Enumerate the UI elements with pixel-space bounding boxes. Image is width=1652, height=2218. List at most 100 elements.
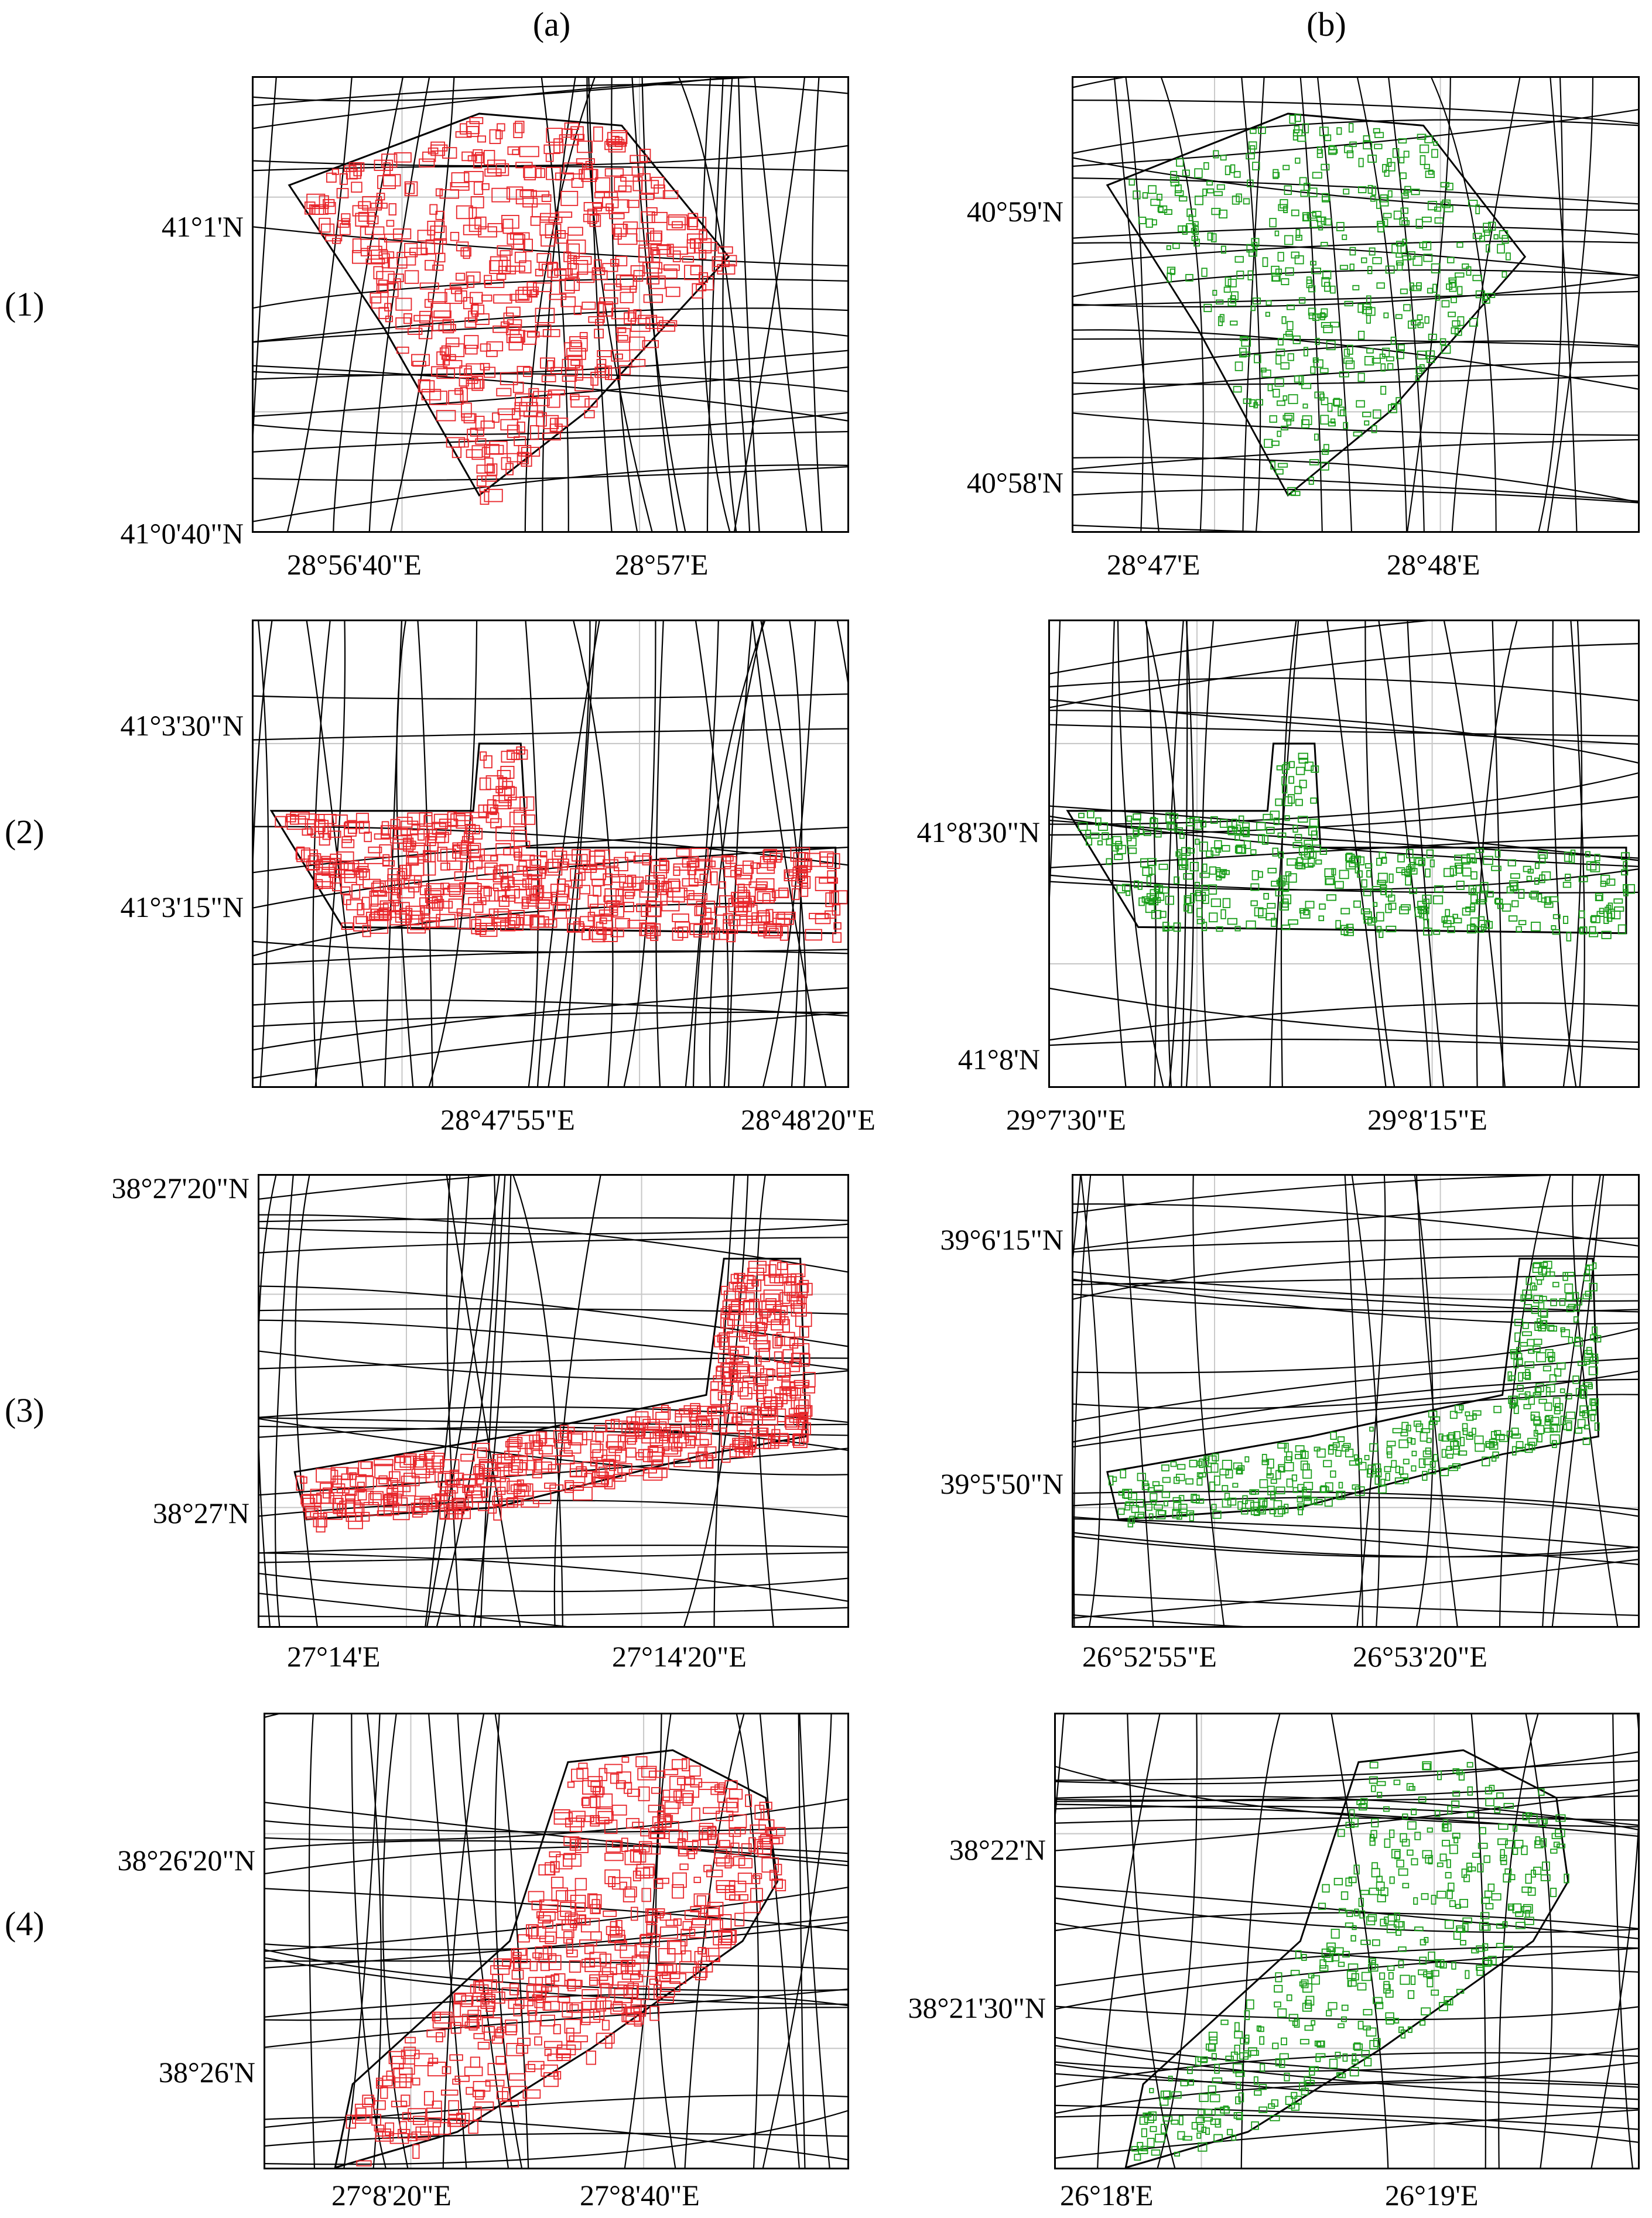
building xyxy=(560,296,576,307)
building xyxy=(1209,866,1217,875)
building xyxy=(1427,1978,1434,1988)
building xyxy=(411,2131,431,2139)
road xyxy=(1050,621,1061,898)
road xyxy=(259,1425,847,1436)
building xyxy=(478,1461,498,1477)
building xyxy=(450,2022,461,2034)
building xyxy=(1439,338,1446,345)
building xyxy=(1346,1909,1353,1917)
building xyxy=(689,923,706,935)
building xyxy=(1154,1485,1164,1491)
building xyxy=(1411,285,1422,292)
road xyxy=(1073,100,1638,125)
road xyxy=(759,1714,800,2168)
building xyxy=(468,855,483,870)
building xyxy=(1315,2056,1321,2062)
road xyxy=(1073,1497,1638,1517)
building xyxy=(1340,1891,1349,1900)
road xyxy=(265,2133,847,2147)
building xyxy=(584,410,595,419)
building xyxy=(642,340,659,348)
building xyxy=(507,879,527,891)
building xyxy=(1371,357,1381,364)
lon-label: 27°8'40"E xyxy=(580,2179,700,2212)
building xyxy=(604,1476,615,1490)
building xyxy=(1308,477,1314,485)
building xyxy=(1538,1819,1547,1827)
building xyxy=(389,828,408,844)
building xyxy=(1182,169,1190,177)
building xyxy=(1284,1504,1289,1514)
building xyxy=(378,251,395,259)
road xyxy=(1562,621,1583,1086)
building xyxy=(1527,868,1534,874)
building xyxy=(495,163,509,176)
building xyxy=(1433,895,1444,905)
lat-label: 39°6'15"N xyxy=(940,1223,1063,1256)
building xyxy=(541,1455,556,1470)
building xyxy=(375,200,383,208)
building xyxy=(1537,1279,1542,1285)
building xyxy=(1402,1882,1410,1888)
building xyxy=(1387,1965,1395,1971)
building xyxy=(498,776,508,790)
building xyxy=(1353,431,1363,437)
building xyxy=(553,2024,561,2035)
building xyxy=(1195,838,1200,845)
building xyxy=(530,425,539,440)
building xyxy=(538,910,553,925)
building xyxy=(637,1768,656,1781)
building xyxy=(563,1836,580,1846)
building xyxy=(718,1782,726,1790)
building xyxy=(1551,1440,1557,1449)
building xyxy=(1174,190,1184,196)
building xyxy=(1133,813,1141,821)
building xyxy=(1280,362,1290,370)
building xyxy=(1236,2111,1243,2120)
building xyxy=(672,913,689,922)
building xyxy=(374,1459,394,1467)
building xyxy=(1305,1995,1315,2006)
building xyxy=(815,877,835,891)
building xyxy=(464,2066,483,2076)
building xyxy=(536,1911,545,1919)
building xyxy=(1299,779,1307,789)
building xyxy=(1453,1431,1461,1440)
building xyxy=(635,1867,651,1879)
building xyxy=(497,245,513,256)
building xyxy=(567,1781,575,1788)
building xyxy=(1232,826,1239,831)
building xyxy=(1316,149,1323,158)
building xyxy=(1206,180,1213,186)
building xyxy=(728,898,744,912)
building xyxy=(659,1926,678,1939)
road xyxy=(368,78,430,531)
building xyxy=(606,900,620,908)
building xyxy=(608,367,621,381)
building xyxy=(725,855,737,864)
building xyxy=(387,282,399,297)
building xyxy=(1451,327,1459,334)
building xyxy=(1134,2154,1141,2161)
building xyxy=(1523,1404,1531,1409)
building xyxy=(448,898,463,913)
road xyxy=(1050,643,1638,708)
building xyxy=(570,393,580,401)
building xyxy=(480,491,490,505)
building xyxy=(408,851,419,865)
building xyxy=(1481,1925,1491,1931)
building xyxy=(673,866,680,876)
building xyxy=(1444,1996,1453,2005)
building xyxy=(419,282,439,290)
building xyxy=(1385,1990,1394,1998)
building xyxy=(524,165,536,180)
building xyxy=(757,1425,775,1436)
building xyxy=(1467,1786,1473,1796)
building xyxy=(1357,372,1365,382)
building xyxy=(604,168,624,177)
building xyxy=(523,166,542,179)
building xyxy=(1220,155,1227,161)
building xyxy=(346,2114,357,2129)
road xyxy=(1451,78,1521,531)
building xyxy=(1277,338,1284,346)
